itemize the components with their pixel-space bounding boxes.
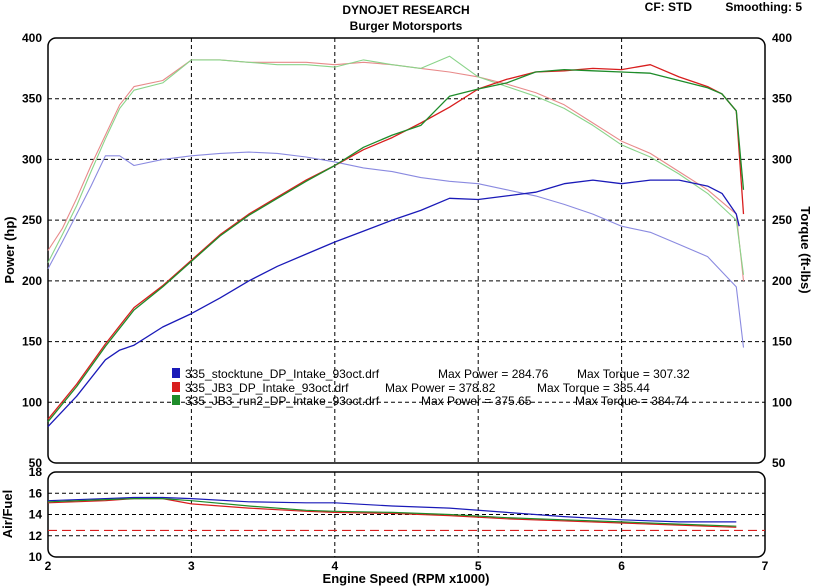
series-line-stocktune-power bbox=[47, 179, 740, 428]
smoothing-label: Smoothing: 5 bbox=[725, 0, 802, 14]
afr-tick-label: 18 bbox=[29, 465, 43, 479]
legend-swatch-stocktune bbox=[172, 368, 180, 378]
chart-title: DYNOJET RESEARCH bbox=[342, 3, 469, 17]
afr-line-jb3-run2 bbox=[47, 498, 737, 527]
y-tick-label: 150 bbox=[22, 335, 42, 349]
power-plot-ticks: 50 100 150 200 250 300 350 400 50 100 150 200 250 300… bbox=[22, 31, 792, 470]
afr-plot-ticks: 10 12 14 16 18 bbox=[29, 465, 43, 564]
x-tick-label: 7 bbox=[762, 559, 769, 573]
legend-file-jb3-run2: 335_JB3_run2_DP_Intake_93oct.drf bbox=[185, 394, 380, 408]
y2-tick-label: 400 bbox=[772, 31, 792, 45]
series-line-jb3-run2-torque bbox=[47, 55, 745, 275]
afr-tick-label: 16 bbox=[29, 486, 43, 500]
series-line-stocktune-torque bbox=[47, 151, 745, 348]
x-tick-label: 6 bbox=[618, 559, 625, 573]
legend-power-stocktune: Max Power = 284.76 bbox=[438, 367, 549, 381]
y2-tick-label: 100 bbox=[772, 395, 792, 409]
x-tick-label: 3 bbox=[188, 559, 195, 573]
afr-tick-label: 12 bbox=[29, 529, 43, 543]
legend-file-stocktune: 335_stocktune_DP_Intake_93oct.drf bbox=[185, 367, 380, 381]
y-tick-label: 300 bbox=[22, 152, 42, 166]
series-line-jb3-run2-power bbox=[47, 68, 745, 423]
y2-tick-label: 200 bbox=[772, 274, 792, 288]
y2-tick-label: 150 bbox=[772, 335, 792, 349]
legend-file-jb3: 335_JB3_DP_Intake_93oct.drf bbox=[185, 381, 349, 395]
power-plot-series bbox=[47, 55, 745, 428]
chart-subtitle: Burger Motorsports bbox=[350, 19, 463, 33]
legend-power-jb3-run2: Max Power = 375.65 bbox=[421, 394, 532, 408]
x-tick-label: 4 bbox=[331, 559, 338, 573]
legend: 335_stocktune_DP_Intake_93oct.drf Max Po… bbox=[172, 367, 690, 408]
y-tick-label: 400 bbox=[22, 31, 42, 45]
y-tick-label: 100 bbox=[22, 395, 42, 409]
x-axis-title: Engine Speed (RPM x1000) bbox=[323, 571, 490, 586]
afr-line-stocktune bbox=[47, 496, 737, 523]
y2-tick-label: 50 bbox=[772, 456, 786, 470]
series-line-jb3-torque bbox=[47, 59, 745, 281]
legend-torque-jb3-run2: Max Torque = 384.74 bbox=[575, 394, 688, 408]
afr-axis-title: Air/Fuel bbox=[0, 490, 15, 538]
legend-swatch-jb3-run2 bbox=[172, 395, 180, 405]
y2-tick-label: 250 bbox=[772, 213, 792, 227]
cf-label: CF: STD bbox=[645, 0, 693, 14]
afr-plot-series bbox=[47, 496, 765, 532]
series-line-jb3-power bbox=[47, 64, 745, 420]
afr-tick-label: 14 bbox=[29, 508, 43, 522]
y-tick-label: 250 bbox=[22, 213, 42, 227]
y-tick-label: 50 bbox=[29, 456, 43, 470]
legend-swatch-jb3 bbox=[172, 382, 180, 392]
legend-torque-jb3: Max Torque = 385.44 bbox=[537, 381, 650, 395]
y-tick-label: 350 bbox=[22, 92, 42, 106]
y-axis-title: Power (hp) bbox=[2, 216, 17, 283]
x-axis-ticks: 2 3 4 5 6 7 bbox=[45, 559, 769, 573]
y2-tick-label: 300 bbox=[772, 152, 792, 166]
y2-axis-title: Torque (ft-lbs) bbox=[798, 206, 813, 293]
x-tick-label: 2 bbox=[45, 559, 52, 573]
afr-tick-label: 10 bbox=[29, 550, 43, 564]
y2-tick-label: 350 bbox=[772, 92, 792, 106]
legend-power-jb3: Max Power = 378.82 bbox=[385, 381, 496, 395]
legend-torque-stocktune: Max Torque = 307.32 bbox=[577, 367, 690, 381]
x-tick-label: 5 bbox=[475, 559, 482, 573]
y-tick-label: 200 bbox=[22, 274, 42, 288]
